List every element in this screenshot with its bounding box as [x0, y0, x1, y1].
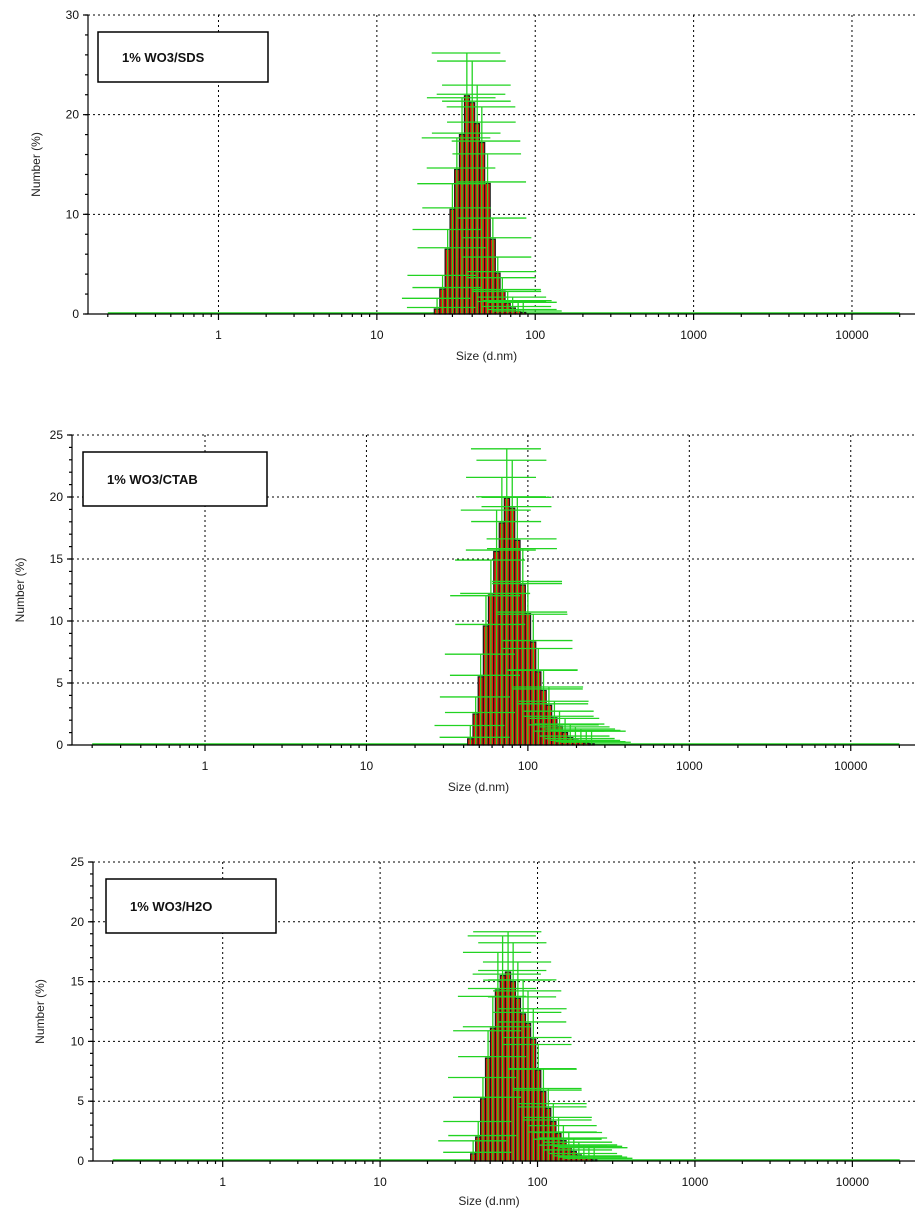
y-tick-label: 5 — [56, 676, 63, 690]
y-tick-label: 25 — [50, 428, 64, 442]
x-tick-label: 1 — [219, 1175, 226, 1189]
y-tick-label: 25 — [71, 855, 85, 869]
x-axis-label: Size (d.nm) — [456, 349, 517, 363]
y-tick-label: 20 — [71, 915, 85, 929]
legend-entry: 1% WO3/H2O — [130, 899, 212, 914]
y-axis-label: Number (%) — [29, 132, 43, 197]
y-tick-label: 0 — [77, 1154, 84, 1168]
y-axis-label: Number (%) — [13, 558, 27, 623]
x-tick-label: 100 — [518, 759, 538, 773]
legend-box — [105, 878, 277, 934]
y-tick-label: 20 — [66, 108, 80, 122]
x-tick-label: 10000 — [834, 759, 868, 773]
y-tick-label: 0 — [56, 738, 63, 752]
x-tick-label: 100 — [528, 1175, 548, 1189]
y-tick-label: 0 — [72, 307, 79, 321]
x-tick-label: 1 — [202, 759, 209, 773]
x-tick-label: 1 — [215, 328, 222, 342]
legend-entry: 1% WO3/CTAB — [107, 472, 198, 487]
x-tick-label: 1000 — [680, 328, 707, 342]
y-axis-label: Number (%) — [33, 979, 47, 1044]
y-tick-label: 10 — [71, 1034, 85, 1048]
y-tick-label: 15 — [71, 975, 85, 989]
x-tick-label: 10 — [370, 328, 384, 342]
x-tick-label: 1000 — [676, 759, 703, 773]
legend-box — [82, 451, 268, 507]
x-tick-label: 1000 — [682, 1175, 709, 1189]
y-tick-label: 5 — [77, 1094, 84, 1108]
y-tick-label: 10 — [66, 207, 80, 221]
x-axis-label: Size (d.nm) — [458, 1194, 519, 1208]
y-tick-label: 10 — [50, 614, 64, 628]
y-tick-label: 20 — [50, 490, 64, 504]
y-tick-label: 30 — [66, 8, 80, 22]
x-axis-label: Size (d.nm) — [448, 780, 509, 794]
x-tick-label: 10 — [373, 1175, 387, 1189]
x-tick-label: 10000 — [836, 1175, 870, 1189]
x-tick-label: 10 — [360, 759, 374, 773]
y-tick-label: 15 — [50, 552, 64, 566]
x-tick-label: 10000 — [835, 328, 869, 342]
x-tick-label: 100 — [525, 328, 545, 342]
legend-entry: 1% WO3/SDS — [122, 50, 205, 65]
legend-box — [97, 31, 269, 83]
